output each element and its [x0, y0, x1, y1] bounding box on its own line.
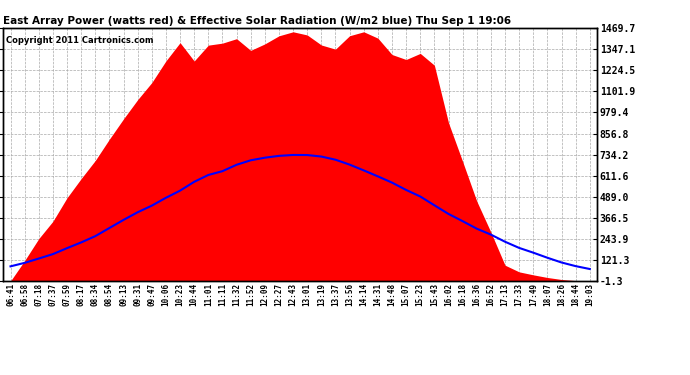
- Text: Copyright 2011 Cartronics.com: Copyright 2011 Cartronics.com: [6, 36, 154, 45]
- Text: East Array Power (watts red) & Effective Solar Radiation (W/m2 blue) Thu Sep 1 1: East Array Power (watts red) & Effective…: [3, 16, 511, 26]
